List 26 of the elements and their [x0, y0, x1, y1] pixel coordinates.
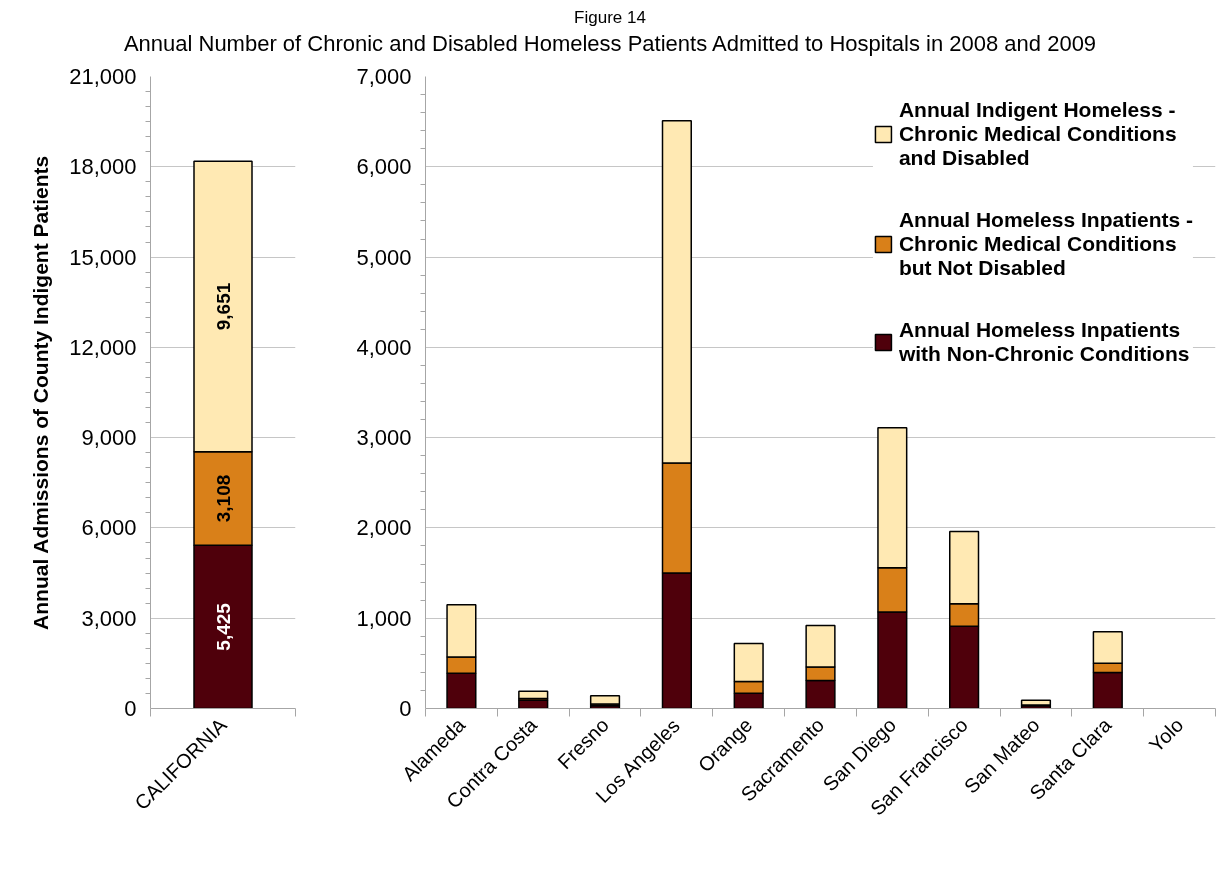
- y-tick-label: 4,000: [356, 334, 412, 360]
- y-tick-label: 12,000: [69, 334, 137, 360]
- y-tick-label: 21,000: [69, 64, 137, 89]
- y-tick-label: 5,000: [356, 244, 412, 270]
- legend-label: Annual Indigent Homeless - Chronic Medical Conditions and Disabled: [898, 98, 1177, 170]
- y-tick-label: 3,000: [356, 425, 412, 451]
- y-tick-label: 2,000: [356, 515, 412, 541]
- data-label: 9,651: [212, 282, 234, 331]
- y-tick-label: 6,000: [81, 515, 137, 541]
- y-axis-title: Annual Admissions of County Indigent Patients: [29, 155, 53, 630]
- data-label: 5,425: [212, 602, 234, 651]
- chart-title: Figure 14: [574, 7, 646, 29]
- legend-label: Annual Homeless Inpatients - Chronic Medical Conditions but Not Disabled: [898, 208, 1193, 280]
- y-tick-label: 0: [124, 696, 137, 721]
- y-tick-label: 6,000: [356, 154, 412, 180]
- y-tick-label: 1,000: [356, 605, 412, 631]
- y-tick-label: 7,000: [356, 64, 412, 89]
- chart-subtitle: Annual Number of Chronic and Disabled Homeless Patients Admitted to Hospitals in 2008 and 2009: [123, 30, 1097, 58]
- y-tick-label: 18,000: [69, 154, 137, 180]
- x-tick-label: Yolo: [1144, 713, 1188, 757]
- y-tick-label: 9,000: [81, 425, 137, 451]
- data-label: 3,108: [212, 474, 234, 523]
- legend-label: Annual Homeless Inpatients with Non-Chronic Conditions: [898, 318, 1190, 366]
- y-tick-label: 3,000: [81, 605, 137, 631]
- y-tick-label: 15,000: [69, 244, 137, 270]
- y-tick-label: 0: [399, 696, 412, 721]
